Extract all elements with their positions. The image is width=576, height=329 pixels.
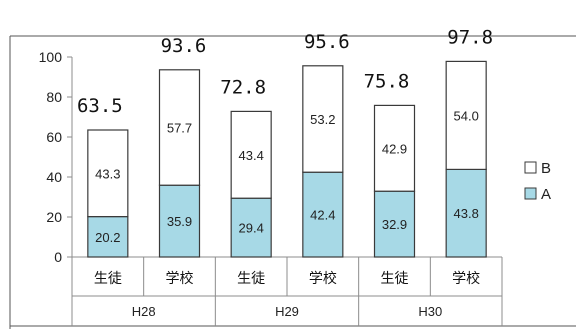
data-label-b: 43.4 bbox=[239, 148, 264, 163]
data-label-b: 42.9 bbox=[382, 141, 407, 156]
total-label: 75.8 bbox=[364, 70, 410, 92]
legend-swatch-b bbox=[525, 162, 536, 173]
data-label-b: 53.2 bbox=[310, 112, 335, 127]
plot-area: 0 20 40 60 80 100 20.2 43.3 63.5 生徒 35.9 57.7 93.6 学校… bbox=[39, 26, 502, 326]
total-label: 63.5 bbox=[77, 95, 123, 117]
x-category-label: 学校 bbox=[166, 270, 194, 287]
y-tick-label: 40 bbox=[46, 169, 62, 185]
total-label: 93.6 bbox=[161, 35, 207, 57]
legend-label-a: A bbox=[541, 186, 551, 203]
y-tick-label: 60 bbox=[46, 129, 62, 145]
data-label-a: 42.4 bbox=[310, 208, 335, 223]
y-tick-label: 0 bbox=[54, 249, 62, 265]
x-category-label: 学校 bbox=[452, 270, 480, 287]
x-category-label: 生徒 bbox=[94, 271, 122, 287]
data-label-a: 32.9 bbox=[382, 217, 407, 232]
x-category-label: 学校 bbox=[309, 270, 337, 287]
total-label: 97.8 bbox=[447, 26, 493, 48]
y-tick-label: 100 bbox=[39, 49, 63, 65]
legend: BA bbox=[525, 160, 551, 203]
x-group-label: H29 bbox=[275, 304, 299, 319]
data-label-b: 43.3 bbox=[95, 166, 120, 181]
total-label: 72.8 bbox=[220, 76, 266, 98]
y-tick-label: 20 bbox=[46, 209, 62, 225]
legend-label-b: B bbox=[541, 160, 551, 177]
data-label-b: 57.7 bbox=[167, 121, 192, 136]
data-label-a: 43.8 bbox=[454, 206, 479, 221]
x-group-label: H28 bbox=[132, 304, 156, 319]
data-label-b: 54.0 bbox=[454, 108, 479, 123]
data-label-a: 20.2 bbox=[95, 230, 120, 245]
x-category-label: 生徒 bbox=[237, 271, 265, 287]
x-group-label: H30 bbox=[418, 304, 442, 319]
data-label-a: 35.9 bbox=[167, 214, 192, 229]
y-tick-label: 80 bbox=[46, 89, 62, 105]
legend-swatch-a bbox=[525, 188, 536, 199]
total-label: 95.6 bbox=[304, 31, 350, 53]
data-label-a: 29.4 bbox=[239, 221, 264, 236]
x-category-label: 生徒 bbox=[381, 271, 409, 287]
